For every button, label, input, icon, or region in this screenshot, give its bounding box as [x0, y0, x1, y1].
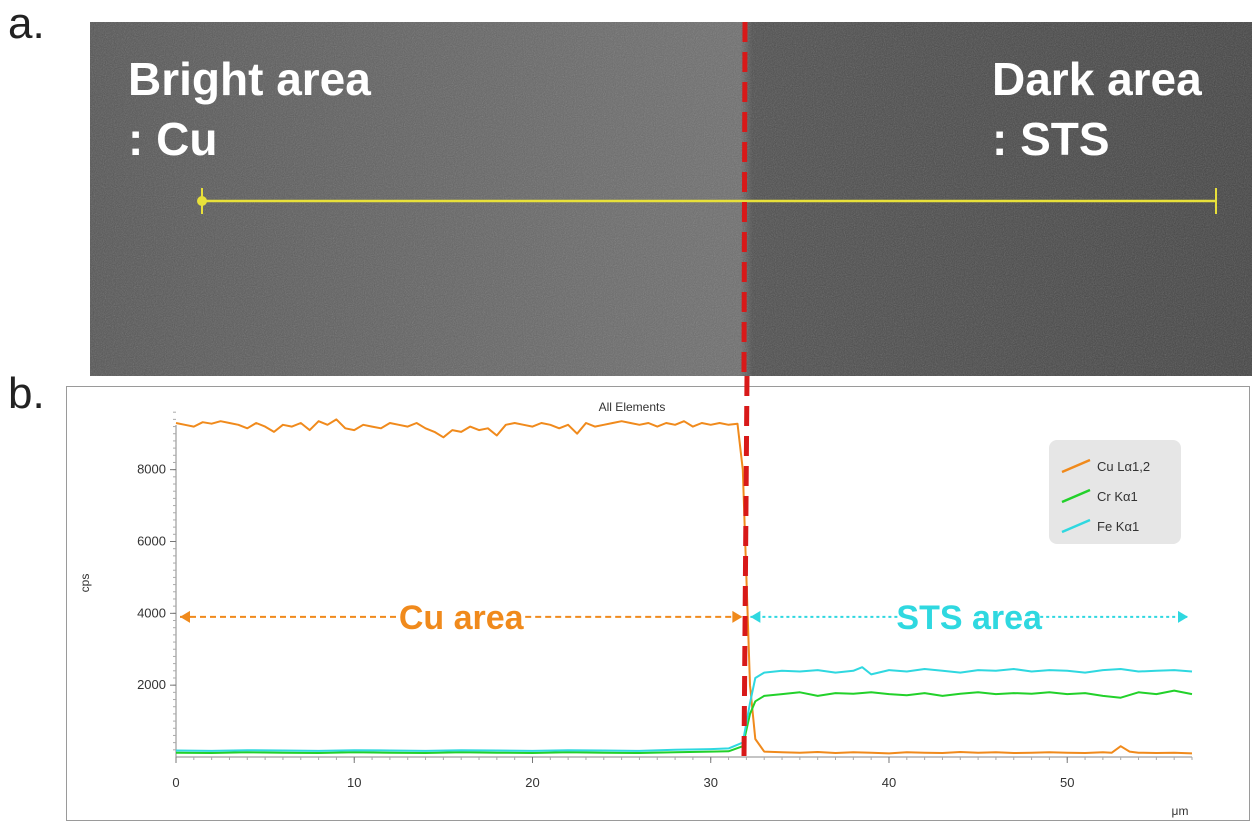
legend-entry-1: Cr Kα1 [1097, 489, 1138, 504]
y-tick-label: 8000 [137, 462, 166, 477]
annotation-label-1: STS area [896, 599, 1043, 637]
sem-texture [90, 22, 1252, 376]
x-tick-label: 30 [704, 775, 718, 790]
x-tick-label: 20 [525, 775, 539, 790]
bright-area-label: Bright area : Cu [128, 53, 371, 165]
legend-entry-0: Cu Lα1,2 [1097, 459, 1150, 474]
legend-box [1049, 440, 1181, 544]
annotation-arrowhead-right-0 [732, 610, 743, 623]
linescan-start-dot [197, 196, 207, 206]
dark-area-label: Dark area : STS [992, 53, 1202, 165]
x-tick-label: 10 [347, 775, 361, 790]
linescan-path [197, 188, 1217, 214]
y-tick-label: 4000 [137, 605, 166, 620]
series-line-0 [175, 418, 1193, 755]
interface-boundary-upper [741, 21, 748, 377]
series-line-2 [175, 666, 1193, 752]
y-axis-label: cps [78, 574, 92, 593]
x-tick-label: 50 [1060, 775, 1074, 790]
x-tick-label: 0 [172, 775, 179, 790]
legend-swatch-2 [1061, 518, 1091, 534]
legend-swatch-1 [1061, 488, 1091, 504]
annotation-arrowhead-right-1 [1178, 610, 1188, 623]
annotation-arrowhead-left-0 [180, 610, 190, 623]
x-axis-label: μm [1172, 804, 1189, 818]
y-tick-label: 2000 [137, 677, 166, 692]
chart-title: All Elements [599, 400, 666, 414]
sem-micrograph: Bright area : Cu Dark area : STS [90, 22, 1252, 376]
interface-boundary-lower [741, 375, 750, 758]
series-line-1 [175, 689, 1193, 754]
panel-b-letter: b. [8, 369, 45, 418]
annotation-arrowhead-left-1 [750, 610, 761, 623]
y-tick-label: 6000 [137, 533, 166, 548]
legend-swatch-0 [1061, 458, 1091, 474]
legend-entry-2: Fe Kα1 [1097, 519, 1139, 534]
annotation-label-0: Cu area [399, 599, 525, 637]
panel-a-letter: a. [8, 0, 45, 48]
x-tick-label: 40 [882, 775, 896, 790]
